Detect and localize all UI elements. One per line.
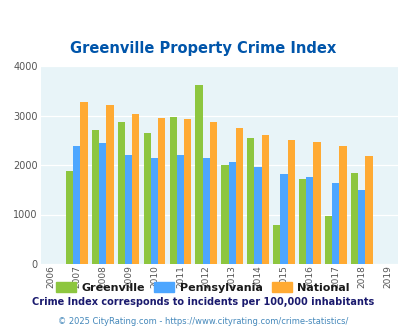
Bar <box>169 117 176 264</box>
Bar <box>254 168 261 264</box>
Bar <box>143 133 151 264</box>
Bar <box>209 122 217 264</box>
Bar <box>339 146 346 264</box>
Bar <box>313 142 320 264</box>
Bar <box>66 172 73 264</box>
Bar <box>99 143 106 264</box>
Bar <box>235 128 243 264</box>
Bar <box>106 105 113 264</box>
Bar <box>80 102 87 264</box>
Bar <box>176 155 183 264</box>
Bar <box>247 138 254 264</box>
Bar <box>73 146 80 264</box>
Bar <box>125 155 132 264</box>
Bar <box>183 119 191 264</box>
Bar <box>202 157 209 264</box>
Bar <box>287 140 294 264</box>
Bar <box>364 156 372 264</box>
Bar <box>117 122 125 264</box>
Text: Greenville Property Crime Index: Greenville Property Crime Index <box>70 41 335 56</box>
Bar <box>324 216 331 264</box>
Bar <box>158 118 165 264</box>
Bar <box>195 85 202 264</box>
Bar <box>151 157 158 264</box>
Legend: Greenville, Pennsylvania, National: Greenville, Pennsylvania, National <box>52 278 353 297</box>
Bar <box>273 225 279 264</box>
Bar <box>221 165 228 264</box>
Text: © 2025 CityRating.com - https://www.cityrating.com/crime-statistics/: © 2025 CityRating.com - https://www.city… <box>58 317 347 326</box>
Bar <box>331 183 339 264</box>
Bar <box>279 174 287 264</box>
Text: Crime Index corresponds to incidents per 100,000 inhabitants: Crime Index corresponds to incidents per… <box>32 297 373 307</box>
Bar <box>92 130 99 264</box>
Bar <box>357 190 364 264</box>
Bar <box>228 162 235 264</box>
Bar <box>261 135 268 264</box>
Bar <box>132 114 139 264</box>
Bar <box>350 173 357 264</box>
Bar <box>298 179 305 264</box>
Bar <box>305 178 313 264</box>
